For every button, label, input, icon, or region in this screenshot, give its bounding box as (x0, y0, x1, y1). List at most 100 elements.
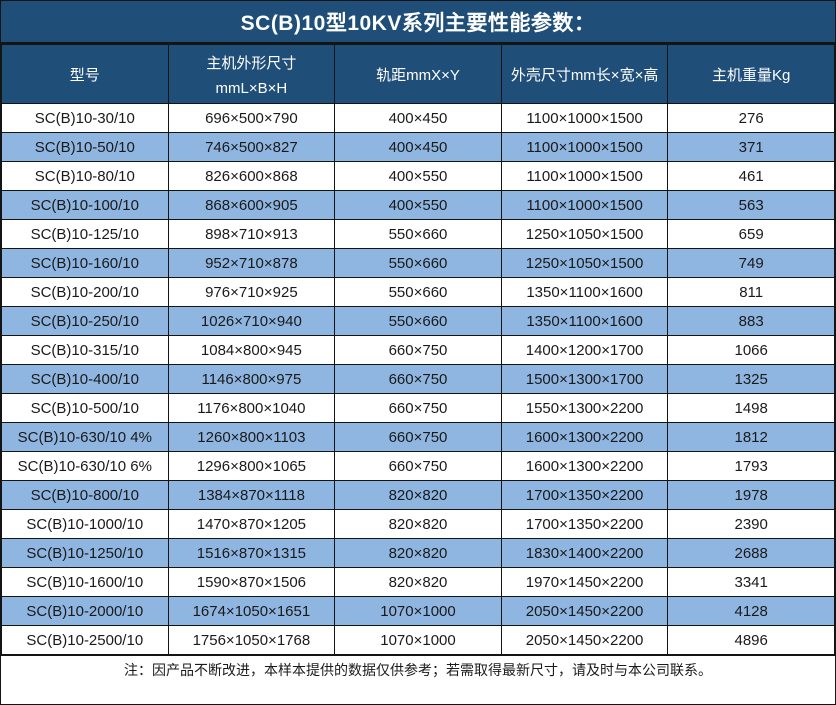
table-row: SC(B)10-250/10 1026×710×940 550×660 1350×11… (1, 306, 835, 336)
table-cell: 660×750 (334, 393, 502, 423)
table-cell: 1350×1100×1600 (500, 277, 669, 307)
header-row: 型号 主机外形尺寸 mmL×B×H 轨距mmX×Y 外壳尺寸mm长×宽×高 主机… (1, 44, 835, 104)
table-cell: 749 (667, 248, 835, 278)
table-cell: SC(B)10-1000/10 (1, 509, 169, 539)
table-cell: 1250×1050×1500 (500, 248, 669, 278)
table-cell: SC(B)10-315/10 (1, 335, 169, 365)
table-cell: SC(B)10-1600/10 (1, 567, 169, 597)
table-cell: 1600×1300×2200 (500, 422, 669, 452)
table-row: SC(B)10-80/10 826×600×868 400×550 1100×1000… (1, 161, 835, 191)
table-row: SC(B)10-400/10 1146×800×975 660×750 1500×13… (1, 364, 835, 394)
table-cell: 1700×1350×2200 (500, 480, 669, 510)
table-row: SC(B)10-630/10 4% 1260×800×1103 660×750 160… (1, 422, 835, 452)
table-cell: 550×660 (334, 277, 502, 307)
table-row: SC(B)10-315/10 1084×800×945 660×750 1400×12… (1, 335, 835, 365)
table-cell: 1470×870×1205 (167, 509, 336, 539)
table-cell: 1070×1000 (334, 625, 502, 655)
table-cell: 400×550 (334, 161, 502, 191)
page-title: SC(B)10型10KV系列主要性能参数： (1, 1, 835, 44)
table-cell: 4896 (667, 625, 835, 655)
table-cell: 1146×800×975 (167, 364, 336, 394)
table-cell: 2050×1450×2200 (500, 625, 669, 655)
column-header-model: 型号 (1, 44, 169, 104)
table-cell: 1498 (667, 393, 835, 423)
table-cell: 883 (667, 306, 835, 336)
table-cell: 2390 (667, 509, 835, 539)
table-cell: 400×450 (334, 103, 502, 133)
spec-table: 型号 主机外形尺寸 mmL×B×H 轨距mmX×Y 外壳尺寸mm长×宽×高 主机… (1, 44, 835, 655)
table-cell: SC(B)10-100/10 (1, 190, 169, 220)
table-cell: SC(B)10-1250/10 (1, 538, 169, 568)
table-cell: 400×450 (334, 132, 502, 162)
table-cell: 563 (667, 190, 835, 220)
table-cell: 826×600×868 (167, 161, 336, 191)
column-header-unit-weight: 主机重量Kg (667, 44, 835, 104)
table-cell: 1066 (667, 335, 835, 365)
table-cell: 976×710×925 (167, 277, 336, 307)
table-cell: SC(B)10-30/10 (1, 103, 169, 133)
table-cell: 371 (667, 132, 835, 162)
table-cell: 1793 (667, 451, 835, 481)
table-header: 型号 主机外形尺寸 mmL×B×H 轨距mmX×Y 外壳尺寸mm长×宽×高 主机… (1, 44, 835, 104)
column-header-rail-gauge: 轨距mmX×Y (334, 44, 502, 104)
table-cell: SC(B)10-630/10 4% (1, 422, 169, 452)
table-cell: 660×750 (334, 451, 502, 481)
table-cell: 811 (667, 277, 835, 307)
table-cell: 1400×1200×1700 (500, 335, 669, 365)
table-row: SC(B)10-1250/10 1516×870×1315 820×820 1830×… (1, 538, 835, 568)
table-cell: 660×750 (334, 364, 502, 394)
column-header-unit-dimensions: 主机外形尺寸 mmL×B×H (167, 44, 336, 104)
table-cell: 1026×710×940 (167, 306, 336, 336)
column-header-label: 主机重量Kg (712, 66, 791, 84)
table-cell: 746×500×827 (167, 132, 336, 162)
table-cell: 868×600×905 (167, 190, 336, 220)
table-cell: 1250×1050×1500 (500, 219, 669, 249)
table-cell: 3341 (667, 567, 835, 597)
table-cell: 696×500×790 (167, 103, 336, 133)
table-cell: SC(B)10-160/10 (1, 248, 169, 278)
table-cell: SC(B)10-200/10 (1, 277, 169, 307)
table-row: SC(B)10-630/10 6% 1296×800×1065 660×750 160… (1, 451, 835, 481)
table-cell: SC(B)10-630/10 6% (1, 451, 169, 481)
table-cell: SC(B)10-2000/10 (1, 596, 169, 626)
column-header-sublabel: mmL×B×H (215, 79, 288, 97)
table-cell: 659 (667, 219, 835, 249)
table-body: SC(B)10-30/10 696×500×790 400×450 1100×1000… (1, 103, 835, 655)
table-cell: 2688 (667, 538, 835, 568)
table-cell: SC(B)10-250/10 (1, 306, 169, 336)
table-row: SC(B)10-1600/10 1590×870×1506 820×820 1970×… (1, 567, 835, 597)
table-cell: SC(B)10-50/10 (1, 132, 169, 162)
table-cell: 820×820 (334, 567, 502, 597)
table-cell: 1812 (667, 422, 835, 452)
table-cell: 1260×800×1103 (167, 422, 336, 452)
table-row: SC(B)10-2000/10 1674×1050×1651 1070×1000 20… (1, 596, 835, 626)
table-cell: 1070×1000 (334, 596, 502, 626)
table-cell: 820×820 (334, 538, 502, 568)
table-cell: 276 (667, 103, 835, 133)
table-cell: 1590×870×1506 (167, 567, 336, 597)
table-cell: 660×750 (334, 422, 502, 452)
table-cell: 1600×1300×2200 (500, 451, 669, 481)
table-cell: 952×710×878 (167, 248, 336, 278)
table-cell: SC(B)10-2500/10 (1, 625, 169, 655)
table-cell: 550×660 (334, 219, 502, 249)
table-row: SC(B)10-100/10 868×600×905 400×550 1100×100… (1, 190, 835, 220)
table-row: SC(B)10-200/10 976×710×925 550×660 1350×110… (1, 277, 835, 307)
table-cell: SC(B)10-800/10 (1, 480, 169, 510)
table-cell: 1674×1050×1651 (167, 596, 336, 626)
table-cell: 1756×1050×1768 (167, 625, 336, 655)
table-cell: 660×750 (334, 335, 502, 365)
column-header-label: 外壳尺寸mm长×宽×高 (510, 66, 659, 84)
table-row: SC(B)10-30/10 696×500×790 400×450 1100×1000… (1, 103, 835, 133)
table-cell: 820×820 (334, 509, 502, 539)
table-cell: 1084×800×945 (167, 335, 336, 365)
table-cell: 461 (667, 161, 835, 191)
table-row: SC(B)10-50/10 746×500×827 400×450 1100×1000… (1, 132, 835, 162)
table-cell: 1500×1300×1700 (500, 364, 669, 394)
table-row: SC(B)10-2500/10 1756×1050×1768 1070×1000 20… (1, 625, 835, 655)
column-header-enclosure-dimensions: 外壳尺寸mm长×宽×高 (500, 44, 669, 104)
table-cell: 4128 (667, 596, 835, 626)
table-cell: 550×660 (334, 248, 502, 278)
table-cell: 898×710×913 (167, 219, 336, 249)
